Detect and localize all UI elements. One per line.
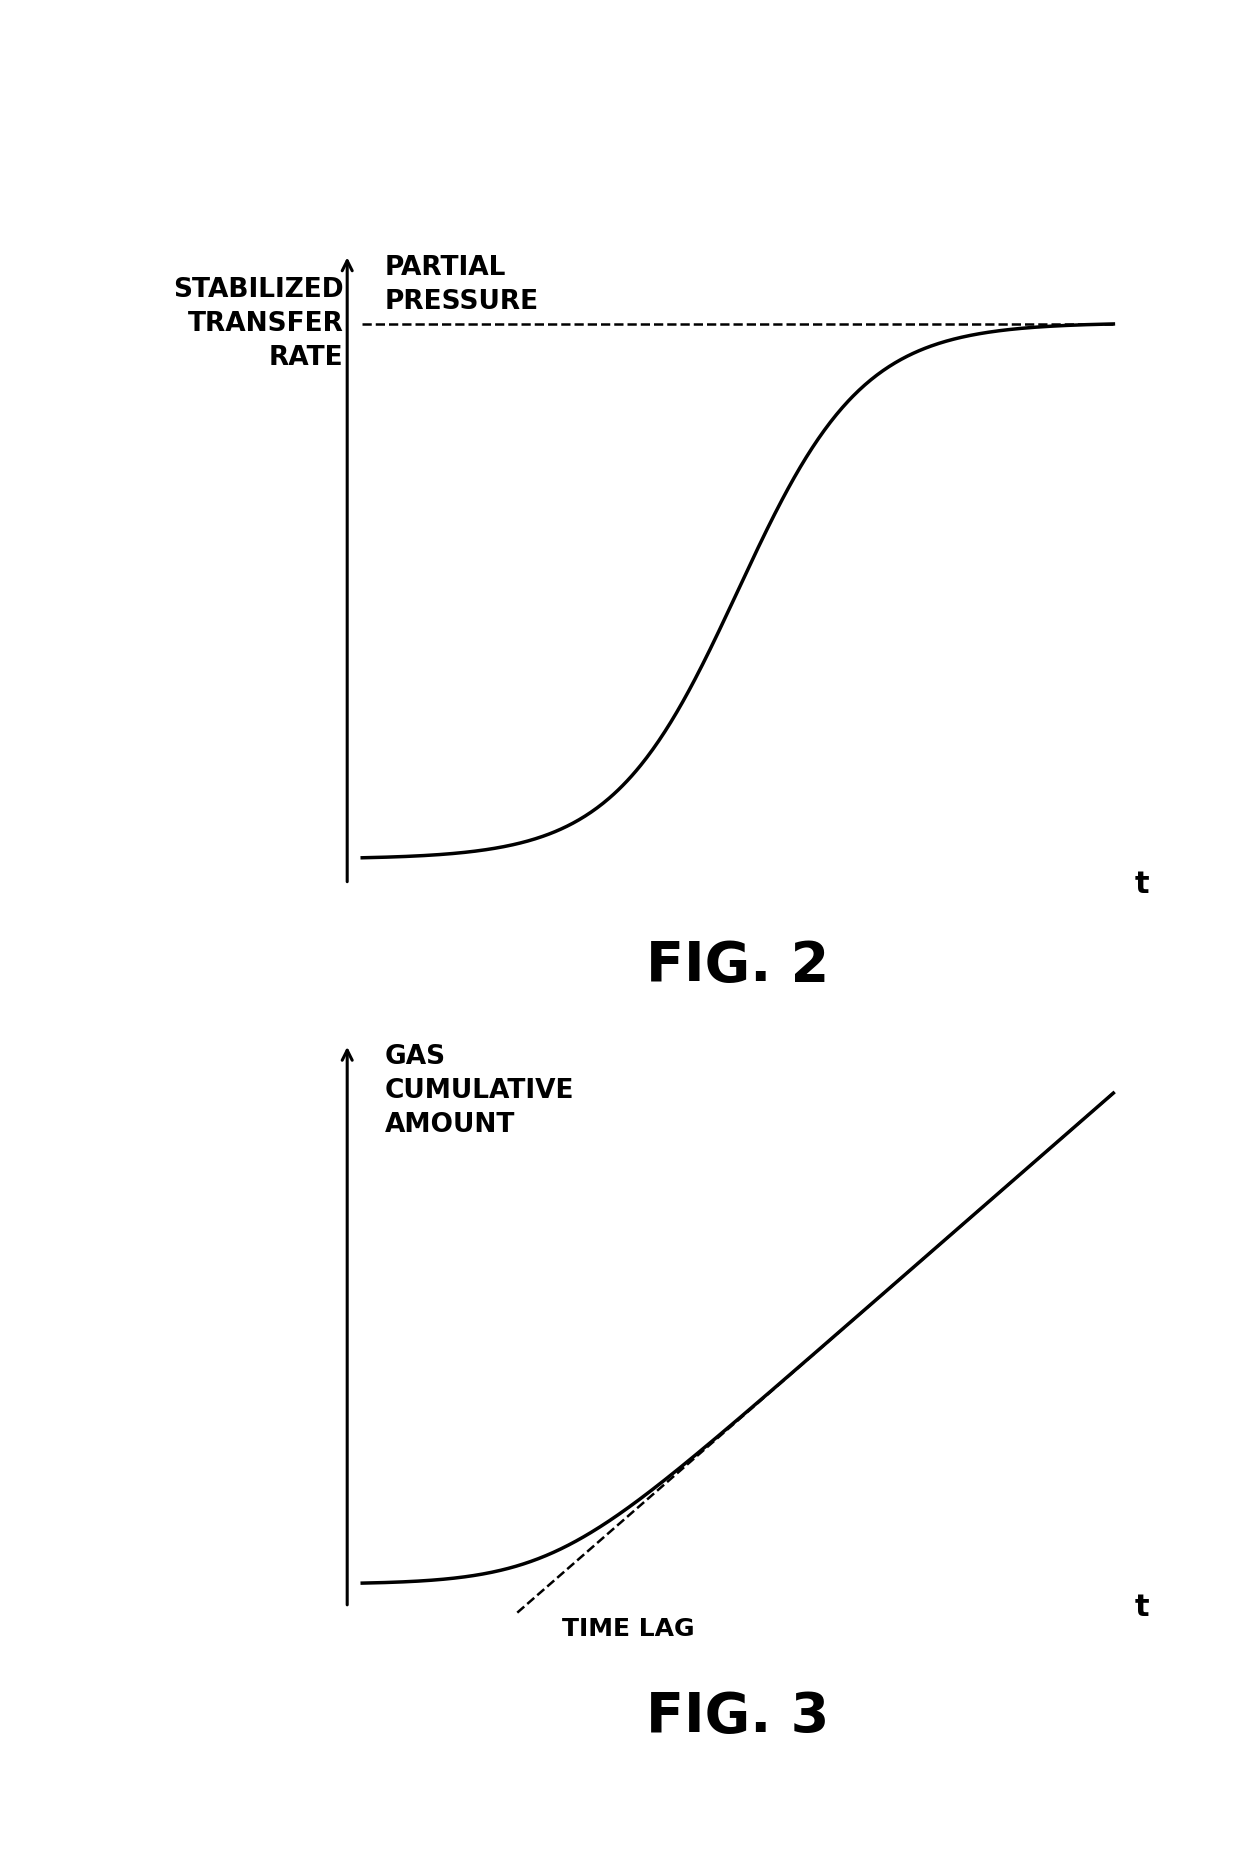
Text: PARTIAL
PRESSURE: PARTIAL PRESSURE bbox=[384, 255, 539, 315]
Text: GAS
CUMULATIVE
AMOUNT: GAS CUMULATIVE AMOUNT bbox=[384, 1045, 574, 1139]
Text: t: t bbox=[1135, 1593, 1149, 1623]
Text: t: t bbox=[1135, 870, 1149, 899]
Text: FIG. 3: FIG. 3 bbox=[646, 1690, 830, 1743]
Text: FIG. 2: FIG. 2 bbox=[646, 940, 830, 992]
Text: STABILIZED
TRANSFER
RATE: STABILIZED TRANSFER RATE bbox=[172, 278, 343, 371]
Text: TIME LAG: TIME LAG bbox=[563, 1617, 696, 1642]
